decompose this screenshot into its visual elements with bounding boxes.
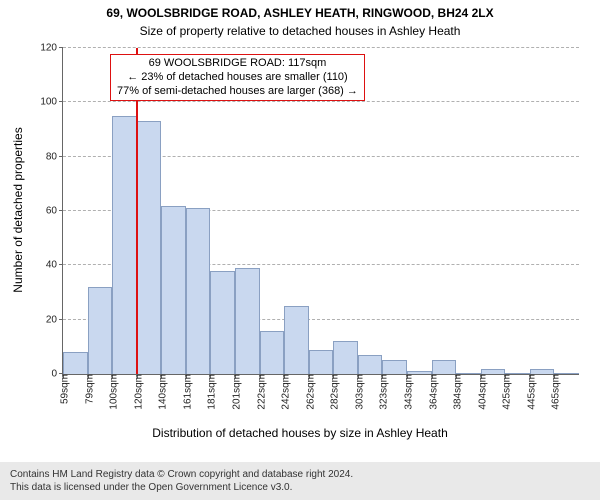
- xtick-label: 181sqm: [203, 374, 218, 410]
- chart-title-line2: Size of property relative to detached ho…: [0, 24, 600, 38]
- xtick-label: 323sqm: [375, 374, 390, 410]
- chart-title-line1: 69, WOOLSBRIDGE ROAD, ASHLEY HEATH, RING…: [0, 6, 600, 20]
- xtick-label: 404sqm: [473, 374, 488, 410]
- ytick-label: 100: [40, 97, 63, 108]
- histogram-bar: [333, 341, 358, 374]
- histogram-bar: [161, 206, 186, 374]
- xtick-label: 262sqm: [301, 374, 316, 410]
- histogram-bar: [63, 352, 88, 374]
- xtick-label: 242sqm: [277, 374, 292, 410]
- xtick-label: 384sqm: [449, 374, 464, 410]
- xtick-label: 282sqm: [326, 374, 341, 410]
- xtick-label: 59sqm: [56, 374, 71, 404]
- histogram-bar: [432, 360, 457, 374]
- ytick-label: 40: [46, 260, 63, 271]
- xtick-label: 465sqm: [547, 374, 562, 410]
- xtick-label: 364sqm: [424, 374, 439, 410]
- histogram-bar: [186, 208, 211, 374]
- xtick-label: 79sqm: [80, 374, 95, 404]
- histogram-bar: [235, 268, 260, 374]
- chart-container: 69, WOOLSBRIDGE ROAD, ASHLEY HEATH, RING…: [0, 0, 600, 500]
- histogram-bar: [309, 350, 334, 374]
- xtick-label: 140sqm: [154, 374, 169, 410]
- xtick-label: 100sqm: [105, 374, 120, 410]
- footer-line1: Contains HM Land Registry data © Crown c…: [10, 468, 590, 481]
- ytick-label: 60: [46, 206, 63, 217]
- footer-line2: This data is licensed under the Open Gov…: [10, 481, 590, 494]
- y-axis-label: Number of detached properties: [11, 47, 25, 373]
- xtick-label: 425sqm: [498, 374, 513, 410]
- histogram-bar: [210, 271, 235, 374]
- xtick-label: 161sqm: [178, 374, 193, 410]
- annotation-box: 69 WOOLSBRIDGE ROAD: 117sqm← 23% of deta…: [110, 54, 365, 101]
- xtick-label: 120sqm: [129, 374, 144, 410]
- xtick-label: 303sqm: [350, 374, 365, 410]
- ytick-label: 80: [46, 151, 63, 162]
- x-axis-label: Distribution of detached houses by size …: [0, 426, 600, 440]
- ytick-label: 120: [40, 43, 63, 54]
- xtick-label: 343sqm: [400, 374, 415, 410]
- grid-line: [63, 101, 579, 102]
- ytick-label: 20: [46, 314, 63, 325]
- grid-line: [63, 47, 579, 48]
- histogram-bar: [88, 287, 113, 374]
- xtick-label: 445sqm: [522, 374, 537, 410]
- footer-attribution: Contains HM Land Registry data © Crown c…: [0, 462, 600, 500]
- histogram-bar: [112, 116, 137, 374]
- annotation-line: 77% of semi-detached houses are larger (…: [117, 85, 358, 99]
- xtick-label: 201sqm: [228, 374, 243, 410]
- annotation-line: 69 WOOLSBRIDGE ROAD: 117sqm: [117, 57, 358, 71]
- annotation-line: ← 23% of detached houses are smaller (11…: [117, 71, 358, 85]
- histogram-bar: [284, 306, 309, 374]
- histogram-bar: [358, 355, 383, 374]
- histogram-bar: [137, 121, 162, 374]
- histogram-bar: [382, 360, 407, 374]
- xtick-label: 222sqm: [252, 374, 267, 410]
- histogram-bar: [260, 331, 285, 374]
